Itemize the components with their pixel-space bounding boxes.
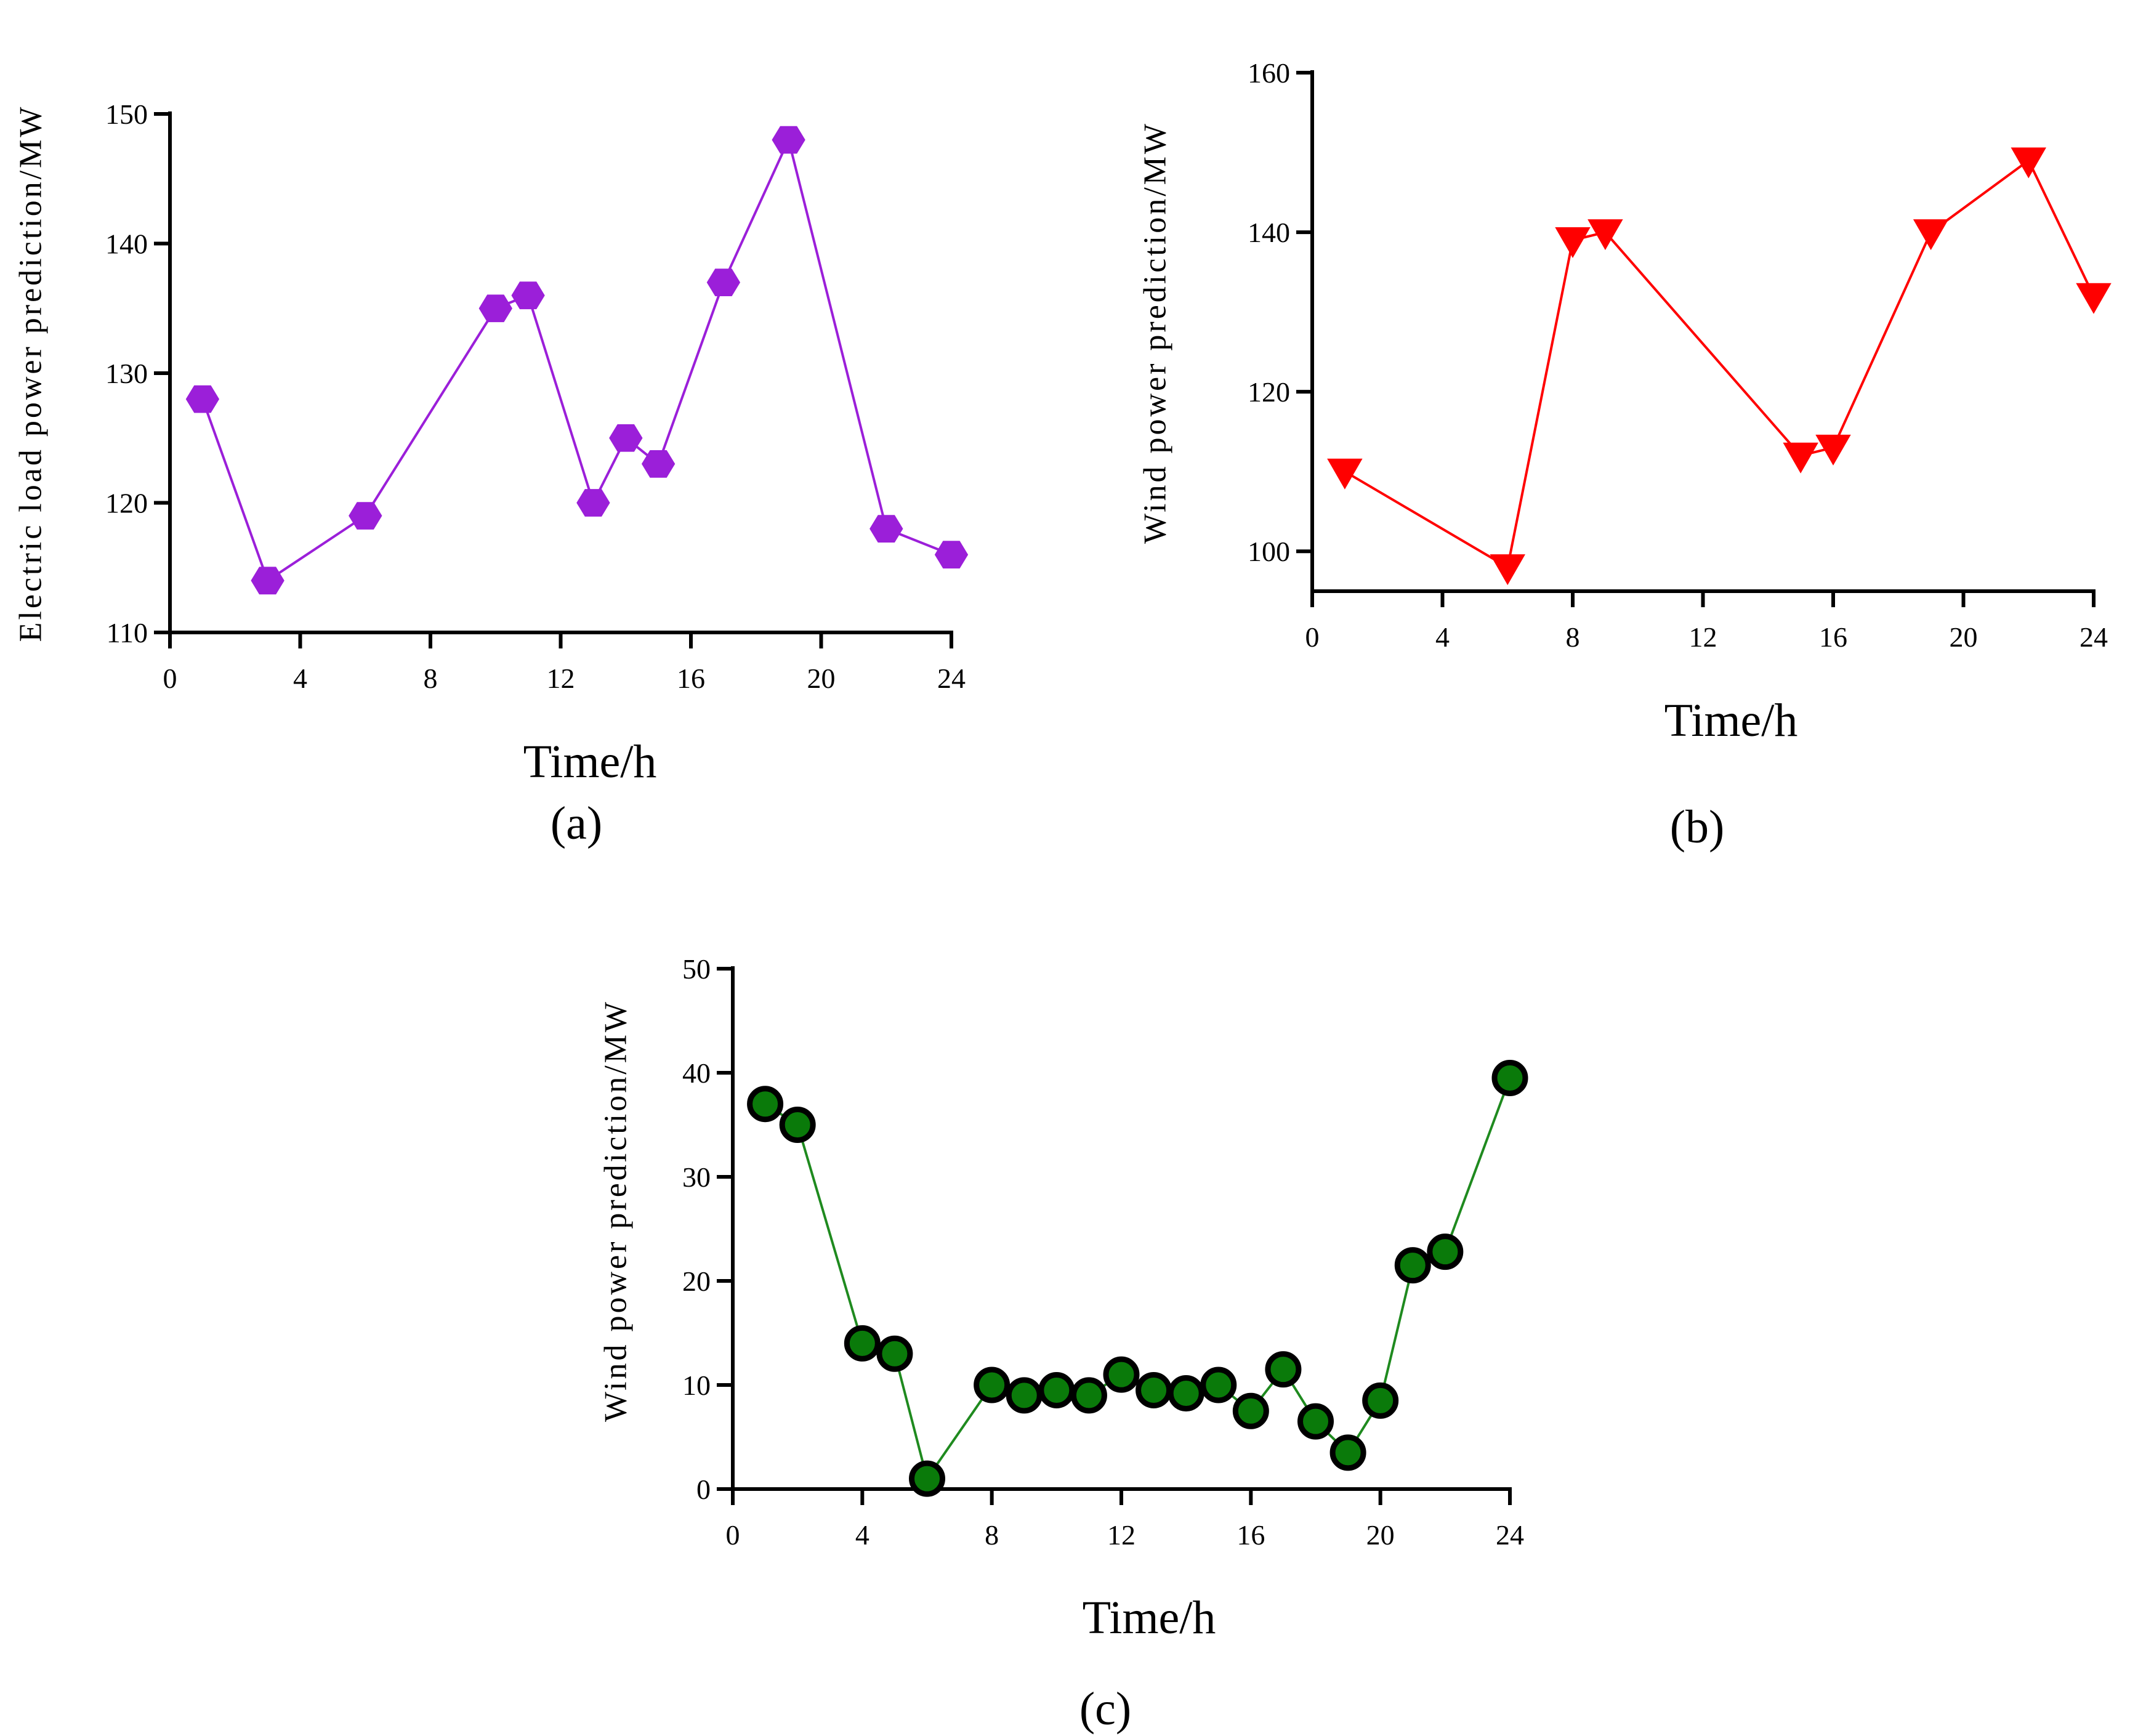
x-tick-label: 0 — [163, 663, 177, 694]
y-tick-label: 160 — [1248, 57, 1290, 89]
y-tick-label: 0 — [696, 1474, 711, 1505]
data-point — [641, 450, 676, 478]
data-point — [1427, 1233, 1464, 1270]
data-point — [1362, 1382, 1399, 1419]
y-tick-label: 30 — [682, 1161, 711, 1193]
x-tick-label: 16 — [677, 663, 705, 694]
x-tick-label: 12 — [1689, 621, 1717, 653]
data-point — [1265, 1351, 1302, 1388]
y-tick-label: 110 — [107, 617, 148, 648]
x-tick-label: 20 — [1950, 621, 1978, 653]
data-point — [1200, 1367, 1237, 1403]
y-axis-title: Wind power prediction/MW — [599, 999, 634, 1422]
x-tick-label: 12 — [547, 663, 575, 694]
y-tick-label: 150 — [105, 99, 148, 130]
y-tick-label: 20 — [682, 1266, 711, 1297]
data-point — [1815, 434, 1851, 466]
x-tick-label: 8 — [424, 663, 438, 694]
data-point — [1913, 219, 1949, 251]
x-tick-label: 4 — [293, 663, 307, 694]
data-point — [869, 515, 903, 543]
data-point — [772, 126, 805, 154]
data-point — [1491, 1059, 1528, 1096]
data-point — [974, 1367, 1011, 1403]
x-axis-title: Time/h — [1083, 1592, 1216, 1644]
series-line — [1344, 158, 2095, 570]
x-tick-label: 24 — [2080, 621, 2108, 653]
data-point — [1329, 1434, 1366, 1471]
data-point — [2076, 283, 2112, 314]
y-tick-label: 40 — [682, 1057, 711, 1089]
x-tick-label: 8 — [985, 1519, 999, 1551]
data-point — [1327, 458, 1363, 490]
chart-panel-b: 100 120 140 160 0 4 8 12 16 20 24 Wind power predic… — [1138, 57, 2112, 853]
data-point — [934, 541, 969, 569]
y-tick-label: 10 — [682, 1370, 711, 1401]
data-point — [1555, 227, 1591, 259]
data-point — [1783, 442, 1818, 474]
data-point — [1136, 1371, 1172, 1408]
data-point — [1038, 1371, 1075, 1408]
x-tick-label: 20 — [807, 663, 836, 694]
data-point — [1490, 554, 1525, 586]
y-axis-title: Wind power prediction/MW — [1138, 121, 1173, 544]
x-tick-label: 0 — [1305, 621, 1320, 653]
chart-panel-c: 0 10 20 30 40 50 0 4 8 12 16 20 24 Wind power predict… — [599, 953, 1528, 1735]
data-point — [349, 502, 382, 530]
series-line — [201, 136, 952, 583]
data-point — [876, 1335, 913, 1372]
data-point — [251, 567, 284, 595]
data-point — [576, 489, 610, 517]
series-line — [764, 1077, 1511, 1482]
data-point — [1070, 1377, 1107, 1414]
panel-caption: (c) — [1079, 1683, 1131, 1735]
y-tick-label: 120 — [1248, 376, 1290, 408]
x-tick-label: 24 — [937, 663, 966, 694]
data-point — [1232, 1392, 1269, 1429]
y-axis-title: Electric load power prediction/MW — [14, 105, 49, 642]
x-tick-label: 16 — [1236, 1519, 1265, 1551]
x-tick-label: 24 — [1496, 1519, 1524, 1551]
data-point — [747, 1086, 784, 1123]
x-axis-title: Time/h — [523, 736, 657, 788]
data-point — [1103, 1356, 1140, 1393]
data-point — [1394, 1247, 1431, 1284]
y-tick-label: 50 — [682, 953, 711, 985]
data-point — [779, 1107, 816, 1143]
data-point — [609, 424, 643, 452]
x-tick-label: 4 — [1435, 621, 1450, 653]
data-point — [909, 1460, 945, 1497]
x-tick-label: 20 — [1366, 1519, 1395, 1551]
data-point — [1006, 1377, 1043, 1414]
y-tick-label: 100 — [1248, 536, 1290, 567]
x-tick-label: 16 — [1819, 621, 1847, 653]
data-point — [706, 268, 741, 296]
x-tick-label: 0 — [726, 1519, 740, 1551]
x-axis-title: Time/h — [1664, 695, 1798, 746]
y-tick-label: 120 — [105, 488, 148, 519]
data-point — [1587, 219, 1623, 251]
x-tick-label: 4 — [855, 1519, 869, 1551]
y-tick-label: 140 — [1248, 217, 1290, 248]
y-tick-label: 130 — [105, 358, 148, 389]
x-tick-label: 8 — [1566, 621, 1580, 653]
data-point — [511, 281, 545, 310]
panel-caption: (a) — [551, 797, 602, 849]
data-point — [844, 1325, 881, 1362]
data-point — [1297, 1403, 1334, 1440]
panel-caption: (b) — [1670, 801, 1725, 853]
y-tick-label: 140 — [105, 228, 148, 260]
data-point — [1168, 1375, 1204, 1412]
data-point — [185, 385, 220, 413]
data-point — [478, 294, 512, 323]
x-tick-label: 12 — [1107, 1519, 1136, 1551]
chart-panel-a: 110 120 130 140 150 0 4 8 12 16 20 24 Electric load … — [14, 99, 969, 849]
data-point — [2011, 147, 2046, 179]
